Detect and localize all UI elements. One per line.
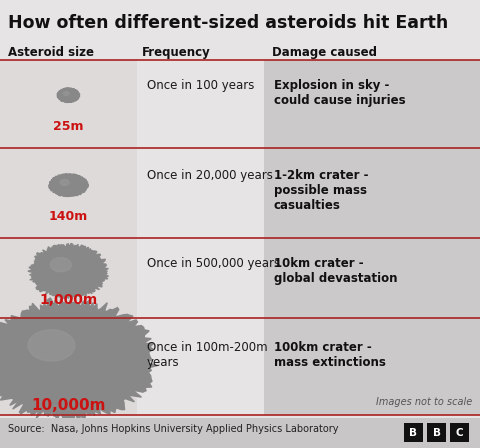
Text: Once in 100m-200m
years: Once in 100m-200m years (146, 341, 267, 369)
Polygon shape (48, 174, 88, 197)
FancyBboxPatch shape (427, 423, 446, 442)
Text: B: B (432, 427, 441, 438)
FancyBboxPatch shape (0, 418, 480, 448)
Polygon shape (50, 258, 72, 272)
Text: 25m: 25m (53, 120, 84, 133)
Text: Source:  Nasa, Johns Hopkins University Applied Physics Laboratory: Source: Nasa, Johns Hopkins University A… (8, 424, 338, 434)
Text: 1-2km crater -
possible mass
casualties: 1-2km crater - possible mass casualties (274, 169, 369, 212)
FancyBboxPatch shape (450, 423, 469, 442)
Polygon shape (0, 298, 157, 423)
Text: Explosion in sky -
could cause injuries: Explosion in sky - could cause injuries (274, 79, 406, 108)
Text: 10km crater -
global devastation: 10km crater - global devastation (274, 257, 397, 285)
Text: B: B (409, 427, 418, 438)
Polygon shape (63, 91, 69, 95)
Polygon shape (28, 330, 75, 361)
FancyBboxPatch shape (264, 60, 480, 415)
Polygon shape (60, 180, 69, 185)
Text: 100km crater -
mass extinctions: 100km crater - mass extinctions (274, 341, 386, 369)
Text: Once in 500,000 years: Once in 500,000 years (146, 257, 280, 270)
Text: Damage caused: Damage caused (272, 46, 377, 59)
Polygon shape (28, 243, 108, 299)
Text: 10,000m: 10,000m (31, 398, 106, 413)
Text: 1,000m: 1,000m (39, 293, 97, 307)
FancyBboxPatch shape (0, 60, 137, 415)
Text: 140m: 140m (49, 210, 88, 223)
Text: Once in 100 years: Once in 100 years (146, 79, 254, 92)
Text: Images not to scale: Images not to scale (376, 397, 472, 407)
FancyBboxPatch shape (404, 423, 423, 442)
Text: C: C (456, 427, 463, 438)
Text: Asteroid size: Asteroid size (8, 46, 94, 59)
Polygon shape (57, 88, 80, 103)
Text: How often different-sized asteroids hit Earth: How often different-sized asteroids hit … (8, 14, 448, 32)
Text: Once in 20,000 years: Once in 20,000 years (146, 169, 273, 182)
Text: Frequency: Frequency (142, 46, 210, 59)
